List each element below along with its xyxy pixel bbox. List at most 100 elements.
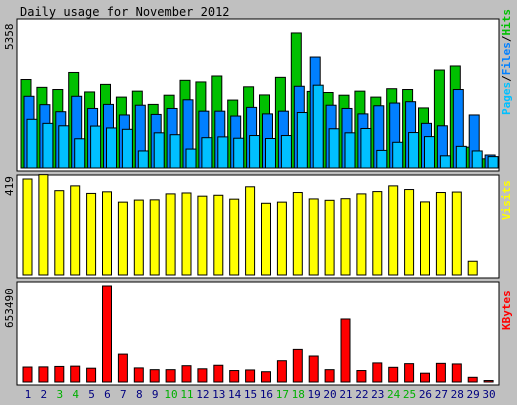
day-label: 29: [467, 388, 480, 401]
visits-bar: [102, 191, 112, 276]
pages-bar: [74, 138, 86, 169]
kbytes-bar: [86, 367, 97, 383]
kbytes-bar: [245, 369, 256, 383]
middle-panel-max-label: 419: [3, 176, 16, 196]
pages-bar: [487, 156, 499, 169]
pages-bar: [265, 138, 276, 169]
day-label: 9: [152, 388, 159, 401]
pages-bar: [201, 137, 213, 169]
top-panel-legend: Pages/Files/Hits: [500, 9, 513, 115]
middle-panel-bars: [22, 174, 478, 276]
day-label: 25: [403, 388, 416, 401]
visits-bar: [356, 193, 367, 276]
visits-bar: [467, 260, 478, 276]
kbytes-bar: [149, 369, 160, 383]
visits-bar: [149, 199, 160, 276]
pages-bar: [42, 122, 54, 169]
middle-panel: 419 Visits: [3, 174, 513, 279]
kbytes-bar: [467, 376, 478, 383]
kbytes-bar: [102, 285, 112, 383]
pages-bar: [296, 112, 308, 169]
kbytes-bar: [308, 355, 319, 383]
visits-bar: [133, 199, 144, 276]
middle-panel-legend: Visits: [500, 180, 513, 220]
bottom-panel-max-label: 653490: [3, 288, 16, 328]
day-label: 23: [371, 388, 384, 401]
pages-bar: [424, 136, 435, 169]
day-label: 2: [41, 388, 48, 401]
kbytes-bar: [229, 370, 240, 383]
pages-bar: [360, 127, 372, 169]
pages-bar: [344, 132, 356, 169]
kbytes-bar: [133, 367, 144, 383]
day-label: 28: [451, 388, 464, 401]
chart-title: Daily usage for November 2012: [20, 5, 230, 19]
pages-bar: [376, 149, 388, 169]
visits-bar: [213, 194, 224, 276]
day-label: 6: [104, 388, 111, 401]
day-label: 4: [72, 388, 79, 401]
pages-bar: [233, 137, 245, 169]
day-label: 10: [164, 388, 177, 401]
pages-bar: [137, 150, 149, 169]
pages-bar: [249, 135, 261, 169]
day-label: 30: [482, 388, 495, 401]
day-label: 17: [276, 388, 289, 401]
day-label: 16: [260, 388, 273, 401]
visits-bar: [38, 174, 49, 276]
visits-bar: [276, 201, 287, 276]
kbytes-bar: [292, 348, 303, 383]
top-panel-bars: [20, 32, 499, 169]
pages-bar: [455, 145, 467, 169]
day-label: 26: [419, 388, 432, 401]
kbytes-bar: [388, 366, 399, 383]
legend-pages: Pages: [500, 82, 513, 115]
pages-bar: [312, 84, 324, 169]
pages-bar: [58, 125, 70, 169]
pages-bar: [471, 150, 483, 169]
visits-bar: [86, 192, 97, 276]
kbytes-bar: [451, 363, 462, 383]
top-panel-max-label: 5358: [3, 24, 16, 51]
kbytes-bar: [356, 370, 367, 383]
day-label: 24: [387, 388, 401, 401]
visits-bar: [181, 192, 192, 276]
pages-bar: [439, 155, 451, 169]
bottom-panel-legend: KBytes: [500, 290, 513, 330]
kbytes-bar: [38, 366, 49, 383]
visits-bar: [435, 192, 446, 276]
kbytes-bar: [213, 364, 224, 383]
visits-bar: [372, 191, 383, 276]
visits-bar: [340, 198, 351, 276]
legend-hits: Hits: [500, 9, 513, 36]
kbytes-bar: [261, 371, 271, 383]
day-label: 12: [196, 388, 209, 401]
top-panel: 5358 Pages/Files/Hits: [3, 9, 513, 172]
visits-bar: [261, 202, 271, 276]
day-label: 27: [435, 388, 448, 401]
kbytes-bar: [70, 365, 81, 383]
day-label: 8: [136, 388, 143, 401]
kbytes-bar: [197, 368, 208, 383]
kbytes-bar: [420, 372, 430, 383]
pages-bar: [408, 132, 420, 169]
pages-bar: [185, 148, 197, 169]
kbytes-bar: [435, 362, 446, 383]
kbytes-bar: [22, 366, 33, 383]
visits-bar: [197, 195, 208, 276]
visits-bar: [292, 192, 303, 276]
pages-bar: [26, 118, 38, 169]
legend-separator-1: /: [500, 75, 513, 82]
x-axis-labels: 1 2 3 4 5 6 7 8 9 10 11 12 13 14 15 16 17 18 19 20 21 22 23 24 2…: [25, 388, 496, 401]
visits-bar: [229, 198, 240, 276]
pages-bar: [169, 134, 181, 169]
day-label: 13: [212, 388, 225, 401]
visits-bar: [117, 201, 128, 276]
kbytes-bar: [404, 363, 415, 383]
pages-bar: [392, 141, 404, 169]
kbytes-bar: [276, 360, 287, 383]
day-label: 5: [88, 388, 95, 401]
bottom-panel-frame: [16, 281, 500, 386]
visits-bar: [388, 185, 399, 276]
